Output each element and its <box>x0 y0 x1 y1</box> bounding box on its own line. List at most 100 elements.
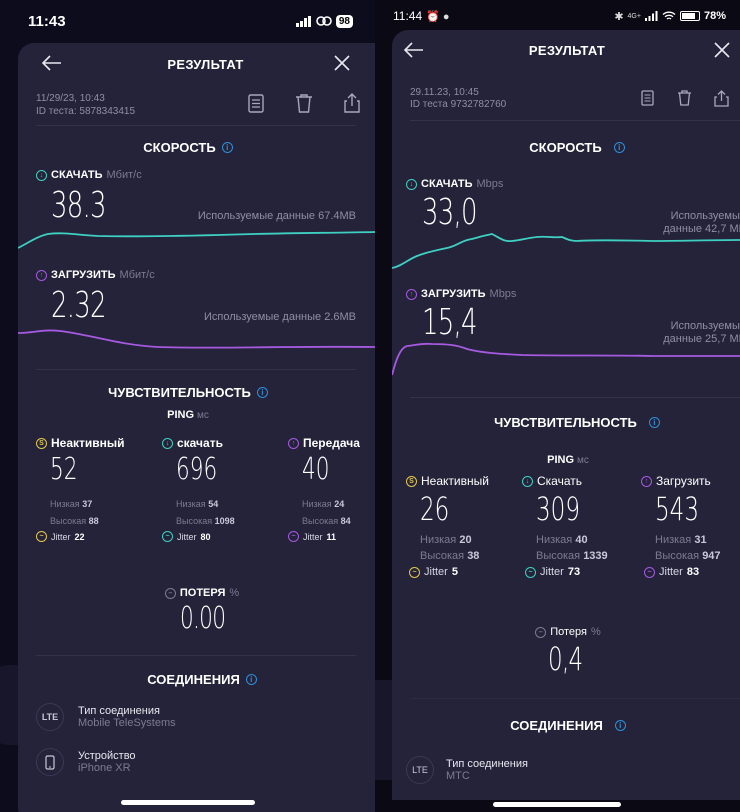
trash-icon <box>296 93 312 113</box>
test-meta: 11/29/23, 10:43 ID теста: 5878343415 <box>18 85 375 127</box>
share-icon <box>344 93 360 113</box>
back-button[interactable] <box>402 38 426 62</box>
phone-device-icon <box>36 748 64 776</box>
upload-label: ↑ ЗАГРУЗИТЬ Mbps <box>406 288 516 300</box>
divider <box>410 397 740 398</box>
status-time: 11:43 <box>28 12 66 30</box>
test-date: 11/29/23, 10:43 <box>36 93 105 104</box>
document-icon <box>248 93 264 113</box>
ping-idle: S Неактивный 26 Низкая 20 Высокая 38 ~ Jit… <box>406 474 489 578</box>
ping-download: ↓ Скачать 309 Низкая 40 Высокая 1339 ~ Jit… <box>522 474 608 578</box>
meta-actions <box>245 92 363 114</box>
delete-button[interactable] <box>293 92 315 114</box>
close-icon <box>334 55 350 71</box>
home-indicator[interactable] <box>121 800 255 805</box>
wifi-icon <box>662 11 676 20</box>
arrow-left-icon <box>42 55 61 71</box>
ping-idle: S Неактивный 52 Низкая 37 Высокая 88 ~ Jit… <box>36 436 125 542</box>
responsiveness-section-title: ЧУВСТВИТЕЛЬНОСТЬ i <box>392 415 740 430</box>
link-icon <box>316 16 332 26</box>
battery-level: 98 <box>335 14 353 28</box>
page-title: РЕЗУЛЬТАТ <box>167 56 244 72</box>
ping-title: PING мс <box>547 454 589 466</box>
battery-icon <box>679 11 700 21</box>
info-icon[interactable]: i <box>245 674 257 685</box>
download-arrow-icon: ↓ <box>406 178 417 190</box>
info-icon[interactable]: i <box>613 142 625 153</box>
test-id: ID теста: 5878343415 <box>36 106 136 117</box>
loss-icon: – <box>164 587 176 599</box>
info-icon[interactable]: i <box>221 142 233 153</box>
close-button[interactable] <box>330 51 354 75</box>
network-type: 4G+ <box>627 12 641 20</box>
download-arrow-icon: ↓ <box>522 475 533 487</box>
download-arrow-icon: ↓ <box>36 169 47 181</box>
meta-actions <box>636 87 732 109</box>
status-bar: 11:43 98 <box>0 0 375 42</box>
idle-icon: S <box>36 437 47 449</box>
packet-loss-label: – ПОТЕРЯ % <box>18 587 375 599</box>
delete-button[interactable] <box>673 87 695 109</box>
info-icon[interactable]: i <box>648 417 660 428</box>
upload-label: ↑ ЗАГРУЗИТЬ Мбит/с <box>36 269 155 281</box>
signal-icon <box>295 15 311 27</box>
arrow-left-icon <box>404 42 423 58</box>
battery-level: 78% <box>703 10 726 22</box>
upload-arrow-icon: ↑ <box>288 437 299 449</box>
divider <box>410 698 740 699</box>
close-icon <box>714 42 730 58</box>
divider <box>36 125 356 126</box>
share-button[interactable] <box>341 92 363 114</box>
download-value: 38.3 <box>51 185 107 226</box>
status-bar: 11:44 ⏰ ● ✱ 4G+ 78% <box>375 0 740 32</box>
upload-arrow-icon: ↑ <box>36 269 47 281</box>
jitter-icon: ~ <box>36 531 47 542</box>
packet-loss-value: 0,4 <box>548 640 583 678</box>
connections-section-title: СОЕДИНЕНИЯ i <box>18 672 375 687</box>
ping-upload: ↑ Загрузить 543 Низкая 31 Высокая 947 ~ Ji… <box>641 474 721 578</box>
details-button[interactable] <box>245 92 267 114</box>
connections-section-title: СОЕДИНЕНИЯ i <box>392 718 740 733</box>
notification-icons: ⏰ ● <box>426 10 450 23</box>
phone-right: 11:44 ⏰ ● ✱ 4G+ 78% РЕЗУЛЬТАТ <box>375 0 740 812</box>
ping-title: PING мс <box>167 409 209 421</box>
lte-icon: LTE <box>406 756 434 784</box>
phone-left: 11:43 98 РЕЗУЛЬТАТ 11/29/23, 10:43 ID т <box>0 0 375 812</box>
upload-graph <box>392 342 740 376</box>
download-value: 33,0 <box>422 192 478 233</box>
download-label: ↓ СКАЧАТЬ Mbps <box>406 178 503 190</box>
download-arrow-icon: ↓ <box>162 437 173 449</box>
download-data-used: Используемые данные 67.4MB <box>197 210 356 222</box>
details-button[interactable] <box>636 87 658 109</box>
info-icon[interactable]: i <box>256 387 268 398</box>
idle-icon: S <box>406 475 417 487</box>
lte-icon: LTE <box>36 703 64 731</box>
info-icon[interactable]: i <box>614 720 626 731</box>
back-button[interactable] <box>40 51 64 75</box>
test-meta: 29.11.23, 10:45 ID теста 9732782760 <box>392 70 740 112</box>
ping-download: ↓ скачать 696 Низкая 54 Высокая 1098 ~ Jit… <box>162 436 235 542</box>
connection-type-row: LTE Тип соединения МТС <box>406 756 528 784</box>
download-data-used: Используемые данные 42,7 MB <box>663 210 740 235</box>
jitter-icon: ~ <box>409 566 420 578</box>
upload-value: 2.32 <box>51 285 107 326</box>
device-row: Устройство iPhone XR <box>36 748 136 776</box>
share-button[interactable] <box>710 87 732 109</box>
speed-section-title: СКОРОСТЬ i <box>392 140 740 155</box>
divider <box>36 655 356 656</box>
result-sheet: РЕЗУЛЬТАТ 11/29/23, 10:43 ID теста: 5878… <box>18 43 375 812</box>
divider <box>36 369 356 370</box>
header: РЕЗУЛЬТАТ <box>392 30 740 70</box>
speed-section-title: СКОРОСТЬ i <box>18 140 358 155</box>
upload-graph <box>18 329 375 349</box>
home-indicator[interactable] <box>493 802 621 807</box>
test-id: ID теста 9732782760 <box>410 99 507 110</box>
ping-upload: ↑ Передача 40 Низкая 24 Высокая 84 ~ Jitte… <box>288 436 360 542</box>
test-date: 29.11.23, 10:45 <box>410 87 479 98</box>
document-icon <box>640 90 654 106</box>
upload-data-used: Используемые данные 25,7 MB <box>663 320 740 345</box>
close-button[interactable] <box>710 38 734 62</box>
download-label: ↓ СКАЧАТЬ Мбит/с <box>36 169 142 181</box>
result-sheet: РЕЗУЛЬТАТ 29.11.23, 10:45 ID теста 97327… <box>392 30 740 800</box>
